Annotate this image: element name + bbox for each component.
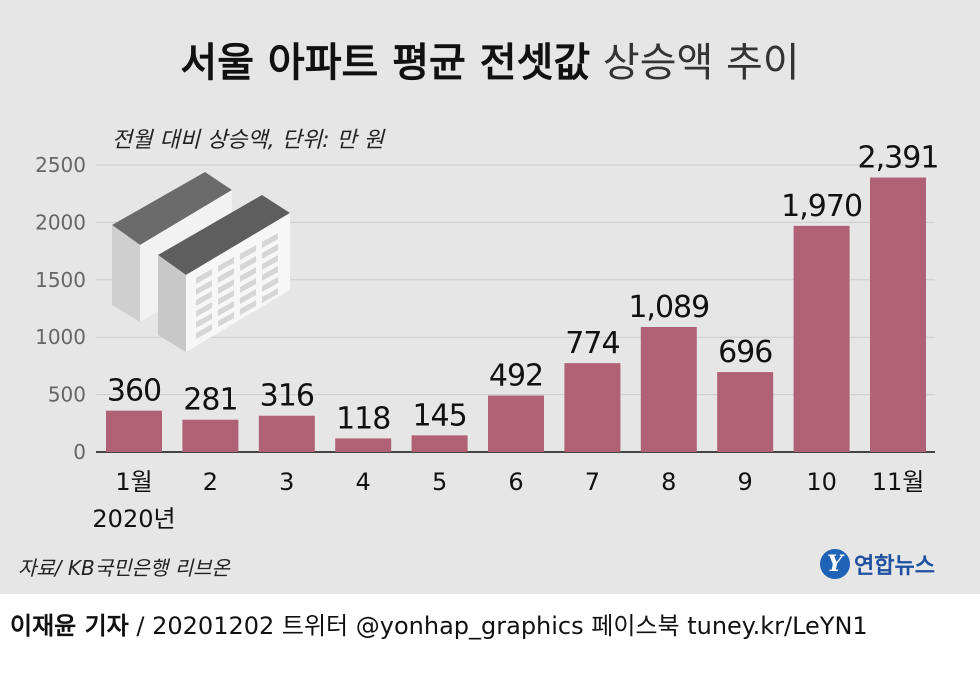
data-label: 492 [489, 359, 543, 394]
y-tick-label: 2000 [35, 210, 86, 234]
bar [182, 419, 239, 452]
bar [488, 395, 544, 452]
footer-credit: 이재윤 기자 / 20201202 트위터 @yonhap_graphics 페… [10, 606, 868, 641]
y-tick-label: 1000 [35, 325, 86, 349]
x-sublabel-year: 2020년 [92, 505, 175, 533]
yonhap-logo-icon: Y [820, 549, 850, 579]
x-tick-label: 9 [738, 468, 753, 496]
bar-chart: 0 500 1000 1500 2000 2500 360 1월 281 2 316 3 118 4 14… [35, 141, 939, 533]
y-tick-label: 1500 [35, 268, 86, 292]
apartment-building-icon [112, 172, 290, 352]
x-tick-label: 7 [585, 468, 600, 496]
x-tick-label: 10 [806, 468, 837, 496]
yonhap-logo: Y 연합뉴스 [820, 546, 935, 582]
bar [870, 177, 926, 453]
x-tick-label: 3 [279, 468, 294, 496]
bar [564, 363, 621, 452]
bar [258, 415, 315, 452]
x-tick-label: 4 [356, 468, 371, 496]
y-tick-label: 0 [73, 440, 86, 464]
bar [793, 225, 850, 452]
data-label: 696 [718, 335, 772, 370]
data-label: 1,089 [628, 290, 709, 325]
x-tick-label: 6 [508, 468, 523, 496]
title-bold: 서울 아파트 평균 전셋값 [180, 40, 591, 86]
data-label: 360 [107, 374, 161, 409]
bar [411, 435, 468, 452]
x-tick-label: 1월 [115, 468, 152, 496]
source-note: 자료/ KB국민은행 리브온 [18, 556, 230, 580]
x-tick-label: 8 [661, 468, 676, 496]
bars-layer: 360 1월 281 2 316 3 118 4 145 5 492 6 774 7 1,089 8 696 9 1… [92, 141, 939, 533]
y-tick-label: 2500 [35, 153, 86, 177]
data-label: 774 [565, 326, 619, 361]
x-tick-label: 11월 [872, 468, 925, 496]
data-label: 145 [412, 398, 466, 433]
yonhap-logo-text: 연합뉴스 [854, 554, 935, 579]
chart-subtitle: 전월 대비 상승액, 단위: 만 원 [112, 128, 385, 153]
chart-title: 서울 아파트 평균 전셋값 상승액 추이 [0, 30, 980, 88]
bar [335, 438, 392, 452]
bar [640, 326, 697, 452]
x-tick-label: 5 [432, 468, 447, 496]
bar [106, 410, 162, 452]
x-tick-label: 2 [203, 468, 218, 496]
data-label: 2,391 [858, 141, 939, 176]
title-light: 상승액 추이 [602, 40, 800, 86]
y-tick-label: 500 [48, 383, 86, 407]
bar [717, 372, 774, 452]
reporter-name: 이재윤 기자 [10, 612, 129, 640]
data-label: 118 [336, 401, 390, 436]
footer-rest: / 20201202 트위터 @yonhap_graphics 페이스북 tun… [128, 612, 868, 640]
data-label: 1,970 [781, 189, 862, 224]
data-label: 281 [183, 383, 237, 418]
data-label: 316 [260, 379, 314, 414]
